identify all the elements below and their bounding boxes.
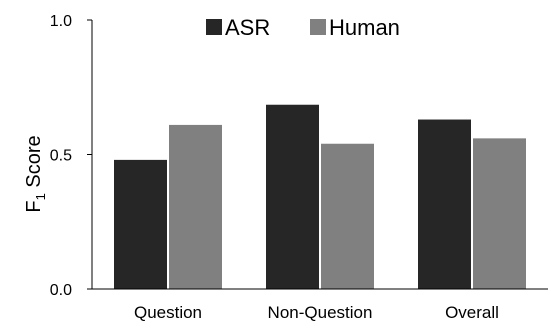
y-tick-label: 0.0 (50, 282, 72, 299)
bars (114, 104, 526, 289)
y-axis-label-subscript: 1 (33, 193, 48, 200)
x-axis: Question Non-Question Overall (92, 288, 548, 322)
y-axis-label-rest: Score (23, 135, 45, 193)
x-category-label: Question (134, 303, 202, 322)
legend: ASR Human (206, 15, 400, 40)
y-tick-label: 1.0 (50, 13, 72, 30)
x-category-label: Non-Question (268, 303, 373, 322)
legend-swatch-human (310, 19, 326, 35)
bar-human-overall (473, 138, 526, 289)
bar-asr-question (114, 159, 167, 289)
y-tick-label: 0.5 (50, 148, 72, 165)
y-axis: 0.0 0.5 1.0 (50, 13, 93, 299)
bar-asr-overall (418, 119, 471, 289)
y-axis-label: F1 Score (23, 135, 48, 212)
legend-swatch-asr (206, 19, 222, 35)
legend-label-human: Human (329, 15, 400, 40)
y-axis-label-main: F (23, 200, 45, 212)
bar-human-non-question (321, 143, 374, 289)
x-category-label: Overall (445, 303, 499, 322)
bar-asr-non-question (266, 104, 319, 289)
legend-label-asr: ASR (225, 15, 270, 40)
bar-human-question (169, 124, 222, 289)
